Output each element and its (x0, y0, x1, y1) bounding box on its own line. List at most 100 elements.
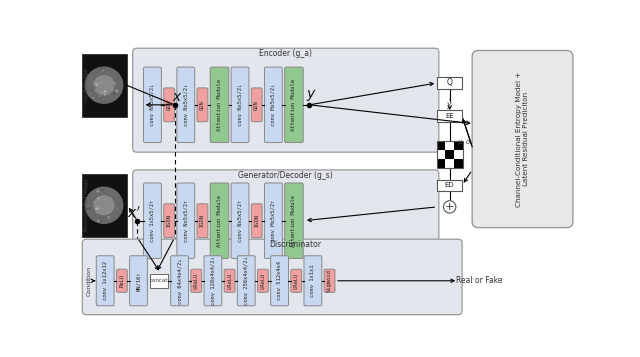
Ellipse shape (95, 84, 98, 86)
FancyBboxPatch shape (143, 183, 161, 258)
Ellipse shape (112, 85, 115, 87)
Ellipse shape (89, 206, 90, 207)
Text: Attention Module: Attention Module (291, 195, 296, 247)
FancyBboxPatch shape (116, 269, 127, 292)
Ellipse shape (102, 189, 104, 191)
Ellipse shape (88, 78, 90, 80)
Text: LReLU: LReLU (260, 273, 266, 289)
Bar (454, 159, 463, 167)
FancyBboxPatch shape (231, 67, 249, 142)
Text: Attention Module: Attention Module (217, 195, 222, 247)
FancyBboxPatch shape (132, 48, 439, 152)
Text: Reconstructed Image: Reconstructed Image (84, 179, 89, 231)
Ellipse shape (93, 84, 95, 86)
Ellipse shape (93, 201, 95, 203)
FancyBboxPatch shape (285, 183, 303, 258)
FancyBboxPatch shape (324, 269, 335, 292)
FancyBboxPatch shape (96, 256, 114, 306)
FancyBboxPatch shape (285, 67, 303, 142)
Text: conv Mx5x5/2↑: conv Mx5x5/2↑ (271, 200, 276, 242)
FancyBboxPatch shape (197, 204, 208, 238)
Ellipse shape (96, 190, 99, 193)
Text: Generator/Decoder (g_s): Generator/Decoder (g_s) (238, 171, 333, 180)
Text: IGDN: IGDN (200, 214, 205, 227)
Ellipse shape (106, 99, 109, 101)
Text: conv 256x4x4/2↓: conv 256x4x4/2↓ (244, 256, 249, 305)
Text: GDN: GDN (200, 100, 205, 110)
Text: GDN: GDN (254, 100, 259, 110)
Ellipse shape (91, 76, 92, 77)
Text: conv Nx5x5/2↓: conv Nx5x5/2↓ (183, 84, 188, 126)
Ellipse shape (92, 212, 94, 214)
Text: IGDN: IGDN (254, 214, 259, 227)
FancyBboxPatch shape (129, 256, 147, 306)
Text: +: + (445, 202, 454, 212)
Ellipse shape (96, 210, 99, 212)
Text: $x'$: $x'$ (127, 205, 141, 221)
Text: EE: EE (445, 113, 454, 119)
Ellipse shape (92, 79, 93, 81)
Bar (445, 141, 454, 150)
Text: conv 64x4x4/2↓: conv 64x4x4/2↓ (177, 258, 182, 303)
Ellipse shape (99, 220, 102, 223)
FancyBboxPatch shape (224, 269, 235, 292)
Text: Channel-Conditional Entropy Model +
Latent Residual Prediciton: Channel-Conditional Entropy Model + Late… (516, 71, 529, 207)
Ellipse shape (108, 189, 109, 191)
Ellipse shape (119, 86, 120, 87)
Text: Attention Module: Attention Module (291, 79, 296, 131)
Bar (437, 110, 462, 122)
FancyBboxPatch shape (271, 256, 289, 306)
Ellipse shape (100, 202, 102, 204)
FancyBboxPatch shape (143, 67, 161, 142)
Ellipse shape (96, 212, 98, 214)
Text: conv Nx5x5/2↓: conv Nx5x5/2↓ (237, 84, 243, 126)
Bar (81, 174, 127, 237)
Text: $x$: $x$ (172, 90, 183, 104)
Text: Attention Module: Attention Module (217, 79, 222, 131)
Bar (437, 180, 462, 191)
Ellipse shape (84, 66, 124, 104)
Ellipse shape (89, 93, 92, 96)
FancyBboxPatch shape (304, 256, 322, 306)
Text: conv 128x4x4/2↓: conv 128x4x4/2↓ (211, 256, 216, 305)
Text: ED: ED (445, 182, 454, 188)
Ellipse shape (108, 204, 109, 206)
FancyBboxPatch shape (191, 269, 202, 292)
Ellipse shape (113, 93, 116, 95)
Ellipse shape (92, 90, 93, 91)
Ellipse shape (99, 70, 102, 72)
Ellipse shape (87, 208, 89, 209)
Text: IGDN: IGDN (166, 214, 172, 227)
FancyBboxPatch shape (197, 88, 208, 122)
Bar (445, 159, 454, 167)
Bar (445, 150, 454, 159)
Ellipse shape (99, 95, 100, 97)
Bar (436, 159, 445, 167)
Bar (436, 141, 445, 150)
FancyBboxPatch shape (264, 67, 282, 142)
Ellipse shape (106, 77, 108, 79)
Ellipse shape (116, 208, 118, 210)
Ellipse shape (92, 97, 94, 98)
Ellipse shape (95, 83, 98, 86)
Text: NN/16↑: NN/16↑ (136, 271, 141, 291)
Bar (81, 54, 127, 117)
Text: conv Mx5x5/2↓: conv Mx5x5/2↓ (271, 84, 276, 126)
Ellipse shape (93, 75, 115, 95)
Text: conv 1x12x12: conv 1x12x12 (102, 261, 108, 300)
Ellipse shape (97, 198, 99, 200)
Text: Condition: Condition (87, 266, 92, 296)
Text: $y$: $y$ (307, 88, 317, 103)
Ellipse shape (93, 195, 95, 197)
Ellipse shape (100, 82, 102, 84)
Bar (436, 150, 445, 159)
Ellipse shape (108, 190, 110, 192)
Ellipse shape (102, 70, 104, 72)
FancyBboxPatch shape (204, 256, 222, 306)
FancyBboxPatch shape (472, 51, 573, 228)
Ellipse shape (113, 82, 116, 84)
Bar (150, 274, 168, 288)
FancyBboxPatch shape (257, 269, 268, 292)
Text: ReLU: ReLU (119, 274, 124, 287)
FancyBboxPatch shape (210, 183, 229, 258)
